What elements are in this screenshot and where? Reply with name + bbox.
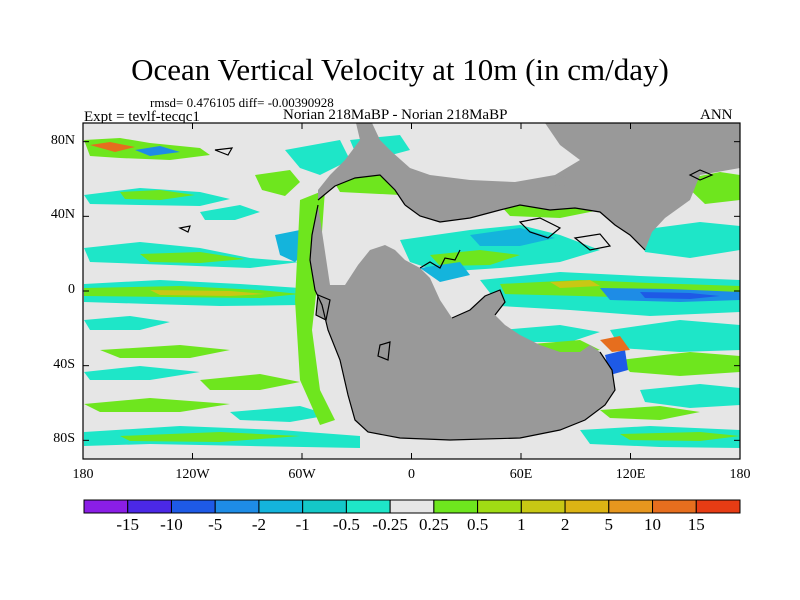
colorbar-swatch	[345, 499, 391, 514]
field-patch	[230, 406, 330, 422]
field-patch	[420, 262, 470, 282]
x-tick-label: 180	[729, 467, 751, 482]
field-patch	[295, 190, 335, 425]
colorbar-label: -0.25	[372, 515, 408, 534]
colorbar-swatch	[127, 499, 172, 514]
y-tick-label: 80N	[50, 132, 75, 148]
field-patch	[200, 205, 260, 220]
field-patch	[470, 228, 555, 246]
colorbar-label: -0.5	[332, 515, 360, 534]
colorbar-swatch	[520, 499, 566, 514]
landmass	[310, 123, 740, 440]
field-patch	[84, 366, 200, 380]
coastline	[518, 217, 562, 239]
colorbar-swatch	[695, 499, 741, 514]
field-patch	[620, 432, 740, 441]
colorbar-label: 0.25	[418, 515, 449, 534]
colorbar-label: -10	[160, 515, 183, 534]
colorbar-swatch	[170, 499, 216, 514]
colorbar-swatch	[652, 499, 697, 514]
colorbar-label: 10	[644, 515, 662, 534]
land-pangaea	[310, 123, 740, 440]
coastline	[688, 169, 714, 181]
field-patch	[550, 280, 600, 288]
field-patch	[120, 432, 300, 442]
coastline	[377, 341, 391, 361]
colorbar-label: -1	[295, 515, 310, 534]
x-tick-label: 180	[72, 467, 94, 482]
field-patch	[100, 345, 230, 358]
coastline	[419, 249, 461, 269]
map-plot-area	[82, 122, 741, 460]
field-patch	[84, 316, 170, 330]
colorbar-swatch	[608, 499, 654, 514]
field-patch	[610, 320, 740, 352]
field-patch	[200, 374, 300, 390]
stats-text: rmsd= 0.476105 diff= -0.00390928	[150, 95, 334, 110]
field-patch	[640, 222, 740, 258]
colorbar-label: 2	[560, 515, 570, 534]
colorbar-swatch	[389, 499, 435, 514]
x-tick-label: 60E	[509, 467, 533, 482]
colorbar-swatch	[302, 499, 347, 514]
y-tick-label: 80S	[53, 431, 75, 447]
velocity-field	[84, 135, 740, 448]
coastline	[214, 147, 234, 156]
y-tick-label: 40N	[50, 207, 75, 223]
field-patch	[620, 352, 740, 376]
colorbar	[83, 499, 741, 514]
field-patch	[285, 140, 350, 175]
x-tick-label: 120E	[615, 467, 646, 482]
season-label: ANN	[700, 107, 733, 123]
experiment-name: Norian 218MaBP - Norian 218MaBP	[283, 107, 508, 123]
field-patch	[600, 406, 700, 420]
y-tick-label: 40S	[53, 356, 75, 372]
y-tick-label: 0	[68, 282, 75, 297]
colorbar-label: 1	[517, 515, 526, 534]
colorbar-swatch	[258, 499, 304, 514]
colorbar-swatch	[433, 499, 479, 514]
experiment-label: Expt = tevlf-tecqc1	[84, 109, 200, 125]
coastline	[451, 289, 506, 319]
coastline	[573, 233, 612, 251]
x-tick-label: 60W	[288, 467, 316, 482]
colorbar-swatch	[83, 499, 129, 514]
colorbar-label: 15	[687, 515, 705, 534]
colorbar-label: -5	[208, 515, 223, 534]
coastlines	[178, 147, 714, 441]
land-island	[378, 342, 390, 360]
colorbar-swatch	[214, 499, 260, 514]
x-tick-label: 120W	[175, 467, 210, 482]
field-patch	[140, 252, 245, 263]
x-tick-label: 0	[408, 467, 415, 482]
field-patch	[640, 292, 720, 299]
colorbar-label: -2	[251, 515, 266, 534]
coastline	[178, 225, 191, 233]
colorbar-label: 0.5	[466, 515, 489, 534]
colorbar-label: 5	[604, 515, 614, 534]
coastline	[315, 294, 331, 321]
colorbar-swatch	[564, 499, 610, 514]
field-patch	[90, 142, 135, 152]
coastline	[309, 204, 616, 441]
field-patch	[600, 336, 630, 352]
field-patch	[255, 170, 300, 196]
map-title: Ocean Vertical Velocity at 10m (in cm/da…	[131, 52, 669, 87]
field-patch	[135, 146, 180, 156]
field-patch	[84, 398, 230, 412]
coastline	[404, 204, 646, 251]
colorbar-swatch	[477, 499, 522, 514]
axis-ticks	[82, 123, 741, 459]
coastline	[317, 174, 406, 206]
land-island	[555, 176, 566, 186]
field-patch	[430, 250, 520, 266]
field-patch	[120, 190, 195, 200]
field-patch	[150, 290, 265, 296]
colorbar-label: -15	[116, 515, 140, 534]
field-patch	[640, 384, 740, 408]
